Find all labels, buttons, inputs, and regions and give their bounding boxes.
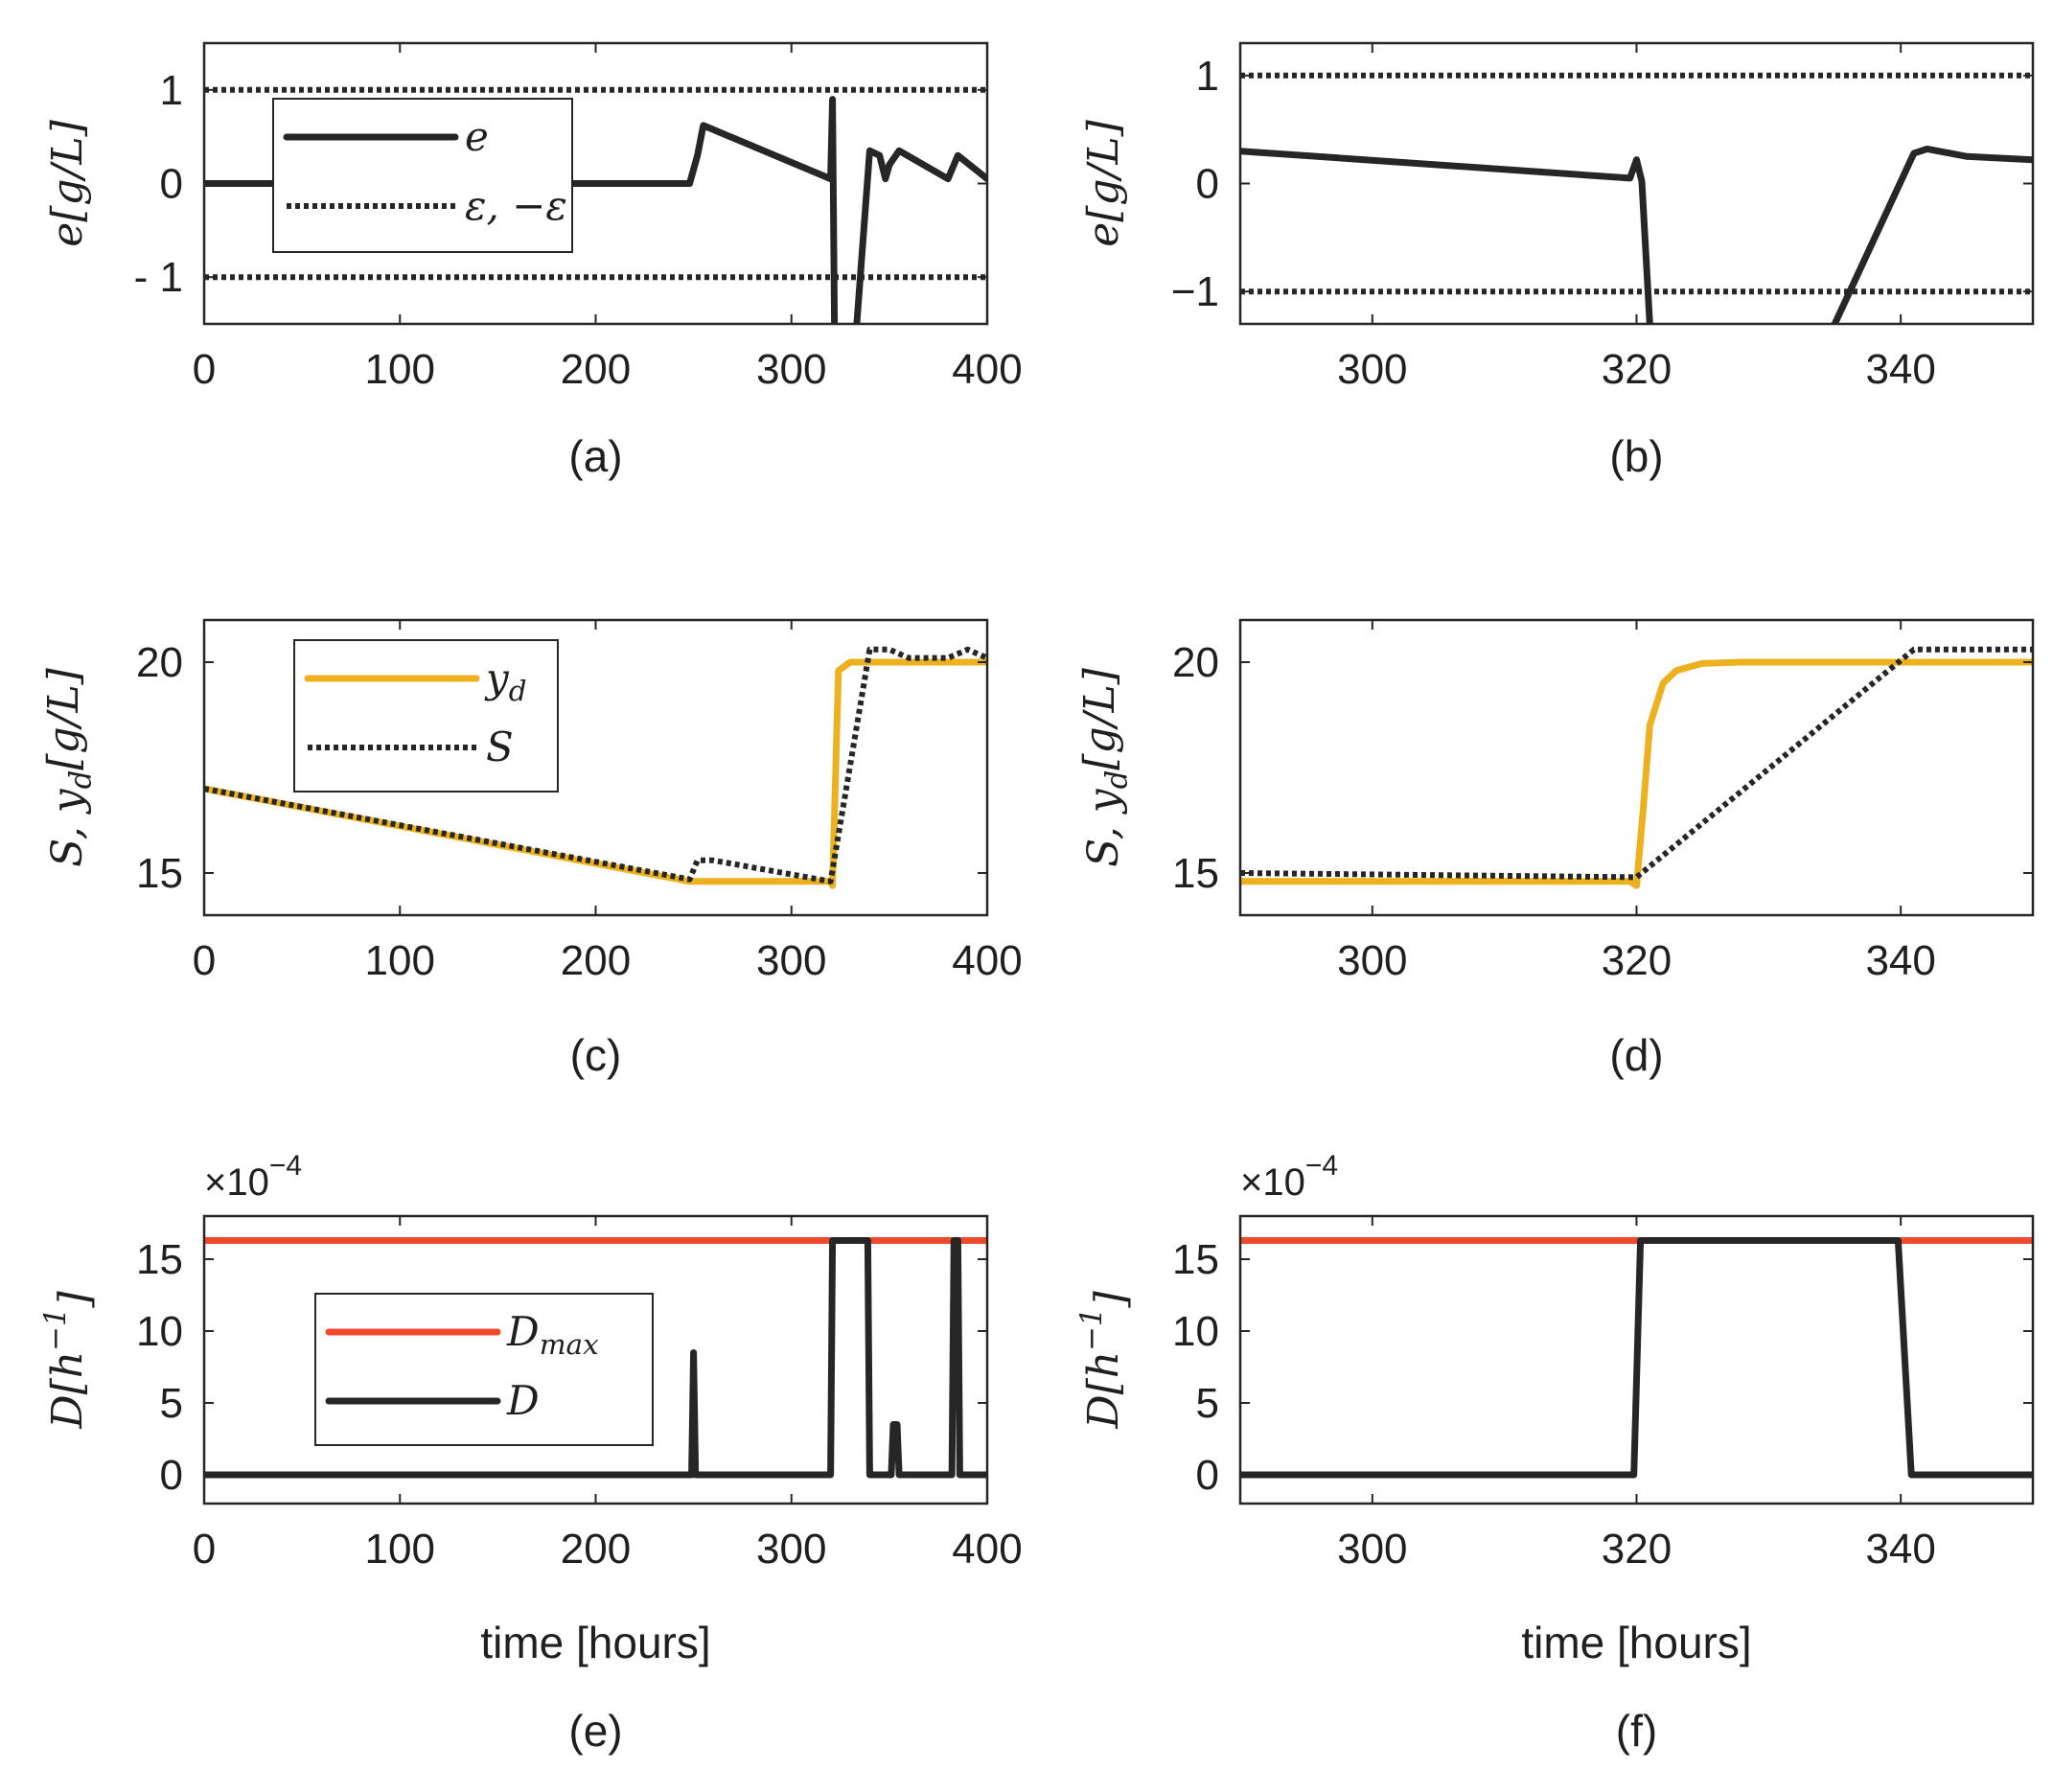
legend: yd​ S <box>293 639 559 793</box>
x-tick-label: 300 <box>1337 346 1407 393</box>
series-e-recovery--line <box>1831 145 2033 324</box>
x-tick-label: 200 <box>561 346 631 393</box>
subplot-caption: (c) <box>570 1030 622 1080</box>
legend: e ε, −ε <box>272 98 573 253</box>
y-tick-label: −1 <box>1171 268 1219 315</box>
series-group <box>204 646 987 889</box>
axis-exponent: ×10−4 <box>204 1150 302 1204</box>
y-axis-label: e[g/L] <box>43 119 92 246</box>
x-tick-label: 340 <box>1865 1526 1935 1573</box>
x-tick-label: 320 <box>1602 937 1672 984</box>
x-tick-label: 340 <box>1865 346 1935 393</box>
subplot-caption: (a) <box>568 431 622 481</box>
series-d-line <box>204 1237 987 1479</box>
y-tick-label: 0 <box>1196 161 1219 208</box>
series-group <box>1240 72 2033 324</box>
legend-label: Dmax​ <box>506 1308 599 1361</box>
legend-label: D <box>506 1377 540 1424</box>
y-axis-label: D[h−1​] <box>38 1290 99 1429</box>
x-tick-label: 300 <box>756 937 826 984</box>
subplot-b: 300 320 340 −1 0 1 e[g/L] (b) <box>1079 41 2035 481</box>
y-tick-label: 20 <box>1172 639 1219 686</box>
y-tick-label: 20 <box>136 639 183 686</box>
x-tick-label: 400 <box>952 1526 1022 1573</box>
series-group <box>1240 646 2033 889</box>
y-tick-label: 5 <box>1196 1380 1219 1427</box>
x-tick-label: 320 <box>1602 1526 1672 1573</box>
y-tick-label: 15 <box>1172 850 1219 897</box>
x-tick-label: 100 <box>365 937 435 984</box>
y-tick-label: 1 <box>1196 53 1219 100</box>
x-tick-label: 400 <box>952 937 1022 984</box>
series-y-d-line <box>1240 658 2033 889</box>
x-tick-label: 300 <box>756 1526 826 1573</box>
y-axis-label: S, yd​[g/L] <box>39 667 98 867</box>
subplot-f: 300 320 340 0 5 10 15 D[h−1​] ×10−4 time [hours] (… <box>1074 1150 2035 1756</box>
legend-label: S <box>486 724 514 770</box>
x-tick-label: 340 <box>1865 937 1935 984</box>
x-tick-label: 0 <box>193 937 216 984</box>
legend: Dmax​ D <box>314 1293 654 1446</box>
y-tick-label: 10 <box>136 1308 183 1355</box>
x-tick-label: 0 <box>193 346 216 393</box>
legend-box <box>272 98 573 253</box>
subplot-caption: (f) <box>1616 1706 1657 1756</box>
subplot-caption: (e) <box>568 1706 622 1756</box>
axes-frame <box>1238 41 2035 326</box>
y-tick-label: 0 <box>160 1452 183 1499</box>
y-axis-label: S, yd​[g/L] <box>1075 667 1134 867</box>
y-tick-label: - 1 <box>134 254 183 301</box>
x-tick-label: 320 <box>1602 346 1672 393</box>
y-tick-label: 0 <box>160 161 183 208</box>
x-tick-label: 300 <box>756 346 826 393</box>
x-tick-label: 300 <box>1337 1526 1407 1573</box>
series-d-line <box>1240 1237 2033 1479</box>
y-tick-label: 0 <box>1196 1452 1219 1499</box>
legend-label: e <box>465 113 489 160</box>
axis-exponent: ×10−4 <box>1240 1150 1338 1204</box>
y-tick-label: 15 <box>136 850 183 897</box>
series-s-line <box>204 646 987 885</box>
series-e-line <box>1240 148 1653 324</box>
x-tick-label: 100 <box>365 346 435 393</box>
subplot-caption: (d) <box>1609 1030 1663 1080</box>
x-tick-label: 200 <box>561 937 631 984</box>
x-tick-label: 100 <box>365 1526 435 1573</box>
y-axis-label: D[h−1​] <box>1074 1290 1135 1429</box>
subplot-e: 0 100 200 300 400 0 5 10 15 D[h−1​] ×10−4 time [hou… <box>38 1150 1023 1756</box>
y-tick-label: 1 <box>160 67 183 114</box>
y-tick-label: 15 <box>1172 1236 1219 1283</box>
legend-label: yd​ <box>484 655 527 707</box>
legend-box <box>293 639 559 793</box>
series-s-line <box>1240 646 2033 881</box>
series-e-recovery--line <box>853 147 987 324</box>
series-group <box>204 1237 987 1479</box>
subplot-caption: (b) <box>1609 431 1663 481</box>
y-tick-label: 10 <box>1172 1308 1219 1355</box>
legend-label: ε, −ε <box>465 182 567 229</box>
x-axis-label: time [hours] <box>1521 1618 1751 1667</box>
y-tick-label: 5 <box>160 1380 183 1427</box>
series-group <box>1240 1237 2033 1479</box>
x-axis-label: time [hours] <box>480 1618 710 1667</box>
legend-box <box>314 1293 654 1446</box>
subplot-d: 300 320 340 15 20 S, yd​[g/L] (d) <box>1075 618 2035 1080</box>
x-tick-label: 200 <box>561 1526 631 1573</box>
series-e-line <box>204 96 839 324</box>
subplot-c: 0 100 200 300 400 15 20 S, yd​[g/L] (c) yd​ S <box>39 618 1023 1080</box>
x-tick-label: 400 <box>952 346 1022 393</box>
series-group <box>204 86 987 324</box>
x-tick-label: 300 <box>1337 937 1407 984</box>
x-tick-label: 0 <box>193 1526 216 1573</box>
y-axis-label: e[g/L] <box>1079 119 1128 246</box>
y-tick-label: 15 <box>136 1236 183 1283</box>
